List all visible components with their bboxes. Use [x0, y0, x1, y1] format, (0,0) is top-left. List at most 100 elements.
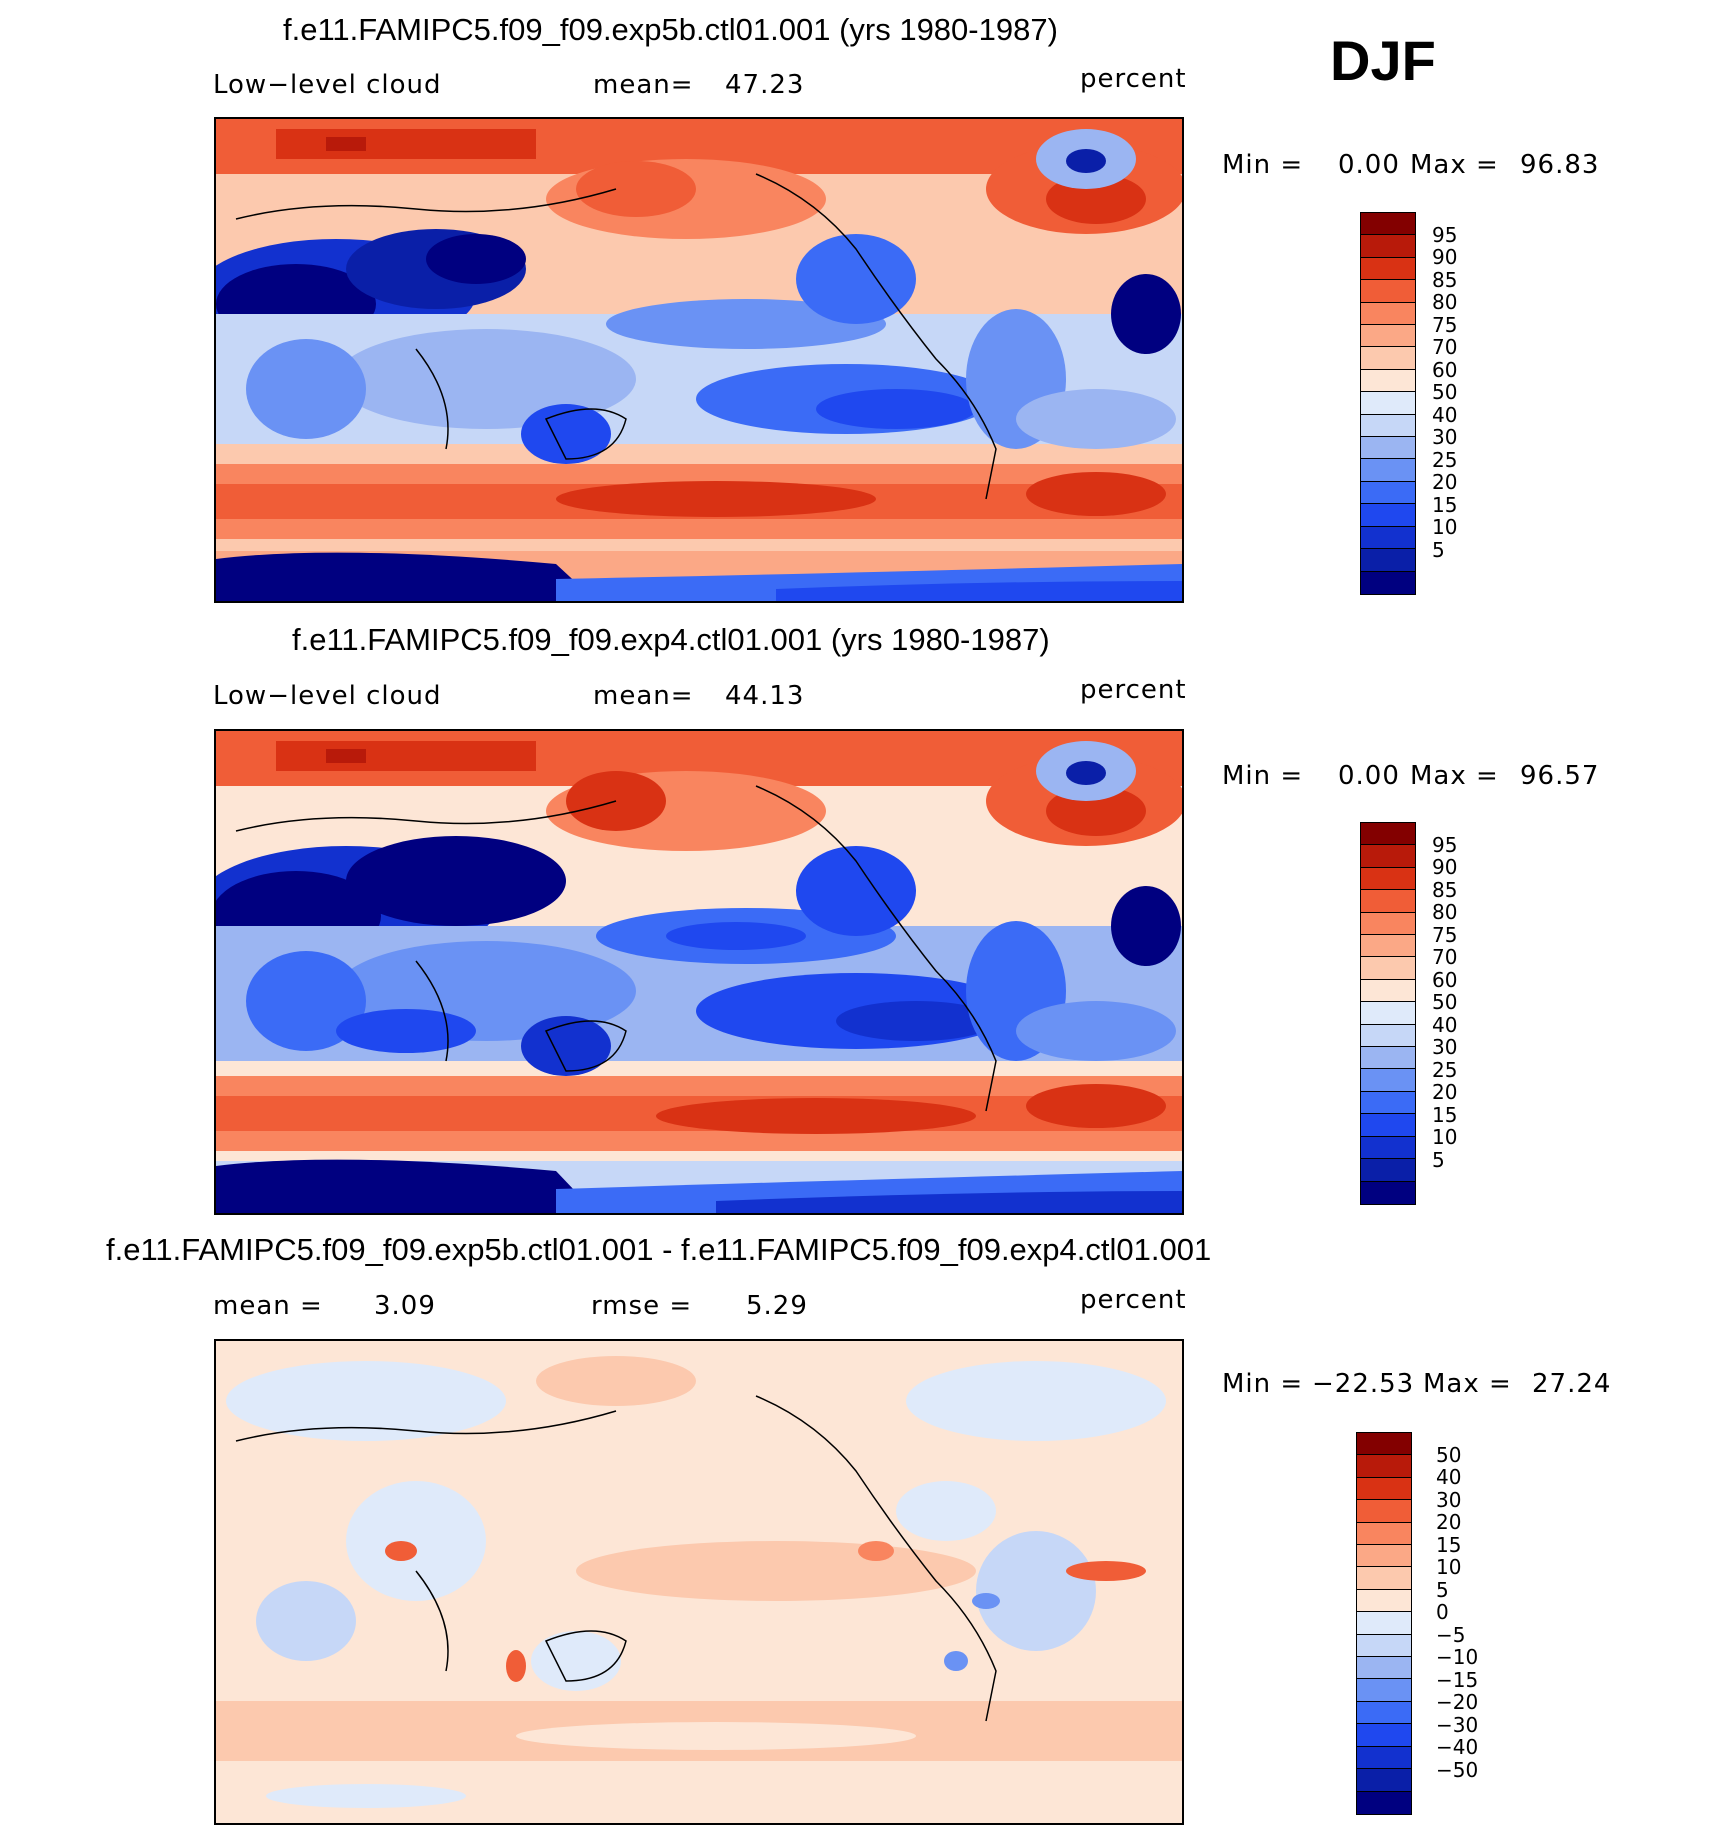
colorbar-swatch [1357, 1657, 1411, 1680]
colorbar-tick-label: 10 [1436, 1555, 1462, 1580]
colorbar-tick-label: 40 [1432, 1012, 1458, 1037]
panel-2-mean-label: mean= [593, 681, 694, 711]
colorbar-swatch [1361, 459, 1415, 482]
colorbar-swatch [1357, 1701, 1411, 1725]
colorbar-swatch [1361, 437, 1415, 460]
panel-2-title: f.e11.FAMIPC5.f09_f09.exp4.ctl01.001 (yr… [292, 622, 1050, 657]
colorbar-tick-label: −5 [1436, 1622, 1466, 1647]
panel-1-min-label: Min = [1222, 150, 1304, 180]
colorbar-tick-label: 5 [1436, 1577, 1449, 1602]
panel-1-mean-value: 47.23 [725, 70, 805, 100]
panel-2-max-label: Max = [1410, 761, 1499, 791]
colorbar-tick-label: 15 [1432, 492, 1458, 517]
panel-1-min-value: 0.00 [1338, 150, 1400, 180]
colorbar-tick-label: 75 [1432, 922, 1458, 947]
colorbar-swatch [1357, 1545, 1411, 1568]
colorbar-tick-label: 80 [1432, 290, 1458, 315]
panel-3-title: f.e11.FAMIPC5.f09_f09.exp5b.ctl01.001 - … [106, 1232, 1212, 1267]
colorbar-swatch [1361, 867, 1415, 891]
colorbar-tick-label: 40 [1432, 402, 1458, 427]
colorbar-swatch [1357, 1791, 1411, 1814]
colorbar-swatch [1361, 571, 1415, 594]
panel-1-map [214, 117, 1184, 603]
colorbar-swatch [1357, 1724, 1411, 1747]
colorbar-tick-label: 25 [1432, 447, 1458, 472]
panel-3-field [216, 1341, 1182, 1823]
colorbar-tick-label: 50 [1432, 990, 1458, 1015]
colorbar-swatch [1361, 257, 1415, 281]
colorbar-tick-label: 85 [1432, 877, 1458, 902]
colorbar-swatch [1357, 1455, 1411, 1478]
colorbar-tick-label: 70 [1432, 945, 1458, 970]
colorbar-swatch [1361, 979, 1415, 1003]
colorbar-swatch [1361, 1002, 1415, 1025]
colorbar-tick-label: 50 [1436, 1442, 1462, 1467]
colorbar-swatch [1361, 392, 1415, 415]
colorbar-swatch [1361, 1114, 1415, 1137]
colorbar-swatch [1357, 1522, 1411, 1546]
panel-2-min-label: Min = [1222, 761, 1304, 791]
colorbar-tick-label: 15 [1432, 1102, 1458, 1127]
colorbar-swatch [1361, 1069, 1415, 1092]
colorbar-tick-label: −30 [1436, 1712, 1479, 1737]
colorbar-tick-label: 20 [1436, 1510, 1462, 1535]
panel-2-units: percent [1080, 675, 1187, 705]
colorbar-tick-label: 20 [1432, 470, 1458, 495]
colorbar-tick-label: 70 [1432, 335, 1458, 360]
colorbar-tick-label: −40 [1436, 1735, 1479, 1760]
panel-3-min-label: Min = [1222, 1369, 1304, 1399]
panel-1-variable-label: Low−level cloud [213, 70, 442, 100]
colorbar-swatch [1361, 1047, 1415, 1070]
colorbar-swatch [1361, 235, 1415, 258]
colorbar-swatch [1361, 302, 1415, 326]
colorbar-swatch [1361, 912, 1415, 936]
panel-1-max-value: 96.83 [1520, 150, 1600, 180]
colorbar-tick-label: 75 [1432, 312, 1458, 337]
colorbar-swatch [1361, 823, 1415, 846]
colorbar-swatch [1361, 526, 1415, 550]
colorbar-tick-label: 60 [1432, 357, 1458, 382]
panel-1-title: f.e11.FAMIPC5.f09_f09.exp5b.ctl01.001 (y… [283, 12, 1058, 47]
colorbar-swatch [1361, 280, 1415, 303]
panel-3-mean-label: mean = [213, 1291, 323, 1321]
colorbar-tick-label: 5 [1432, 1147, 1445, 1172]
colorbar-tick-label: 50 [1432, 380, 1458, 405]
colorbar-swatch [1361, 1091, 1415, 1115]
colorbar-swatch [1357, 1589, 1411, 1613]
colorbar-tick-label: 10 [1432, 1125, 1458, 1150]
colorbar-tick-label: −50 [1436, 1757, 1479, 1782]
colorbar-swatch [1357, 1769, 1411, 1792]
panel-2-min-value: 0.00 [1338, 761, 1400, 791]
colorbar-swatch [1357, 1500, 1411, 1523]
colorbar-swatch [1361, 325, 1415, 348]
panel-2-colorbar [1360, 822, 1416, 1205]
colorbar-tick-label: −15 [1436, 1667, 1479, 1692]
panel-3-rmse-label: rmse = [591, 1291, 693, 1321]
colorbar-swatch [1361, 1136, 1415, 1160]
colorbar-swatch [1357, 1612, 1411, 1635]
colorbar-swatch [1361, 957, 1415, 980]
colorbar-swatch [1357, 1634, 1411, 1658]
panel-3-max-value: 27.24 [1532, 1369, 1612, 1399]
colorbar-swatch [1361, 347, 1415, 370]
colorbar-tick-label: 20 [1432, 1080, 1458, 1105]
colorbar-tick-label: 95 [1432, 222, 1458, 247]
colorbar-tick-label: 10 [1432, 515, 1458, 540]
panel-1-colorbar [1360, 212, 1416, 595]
colorbar-swatch [1361, 414, 1415, 438]
colorbar-swatch [1361, 1159, 1415, 1182]
colorbar-tick-label: 60 [1432, 967, 1458, 992]
colorbar-tick-label: 40 [1436, 1465, 1462, 1490]
colorbar-swatch [1357, 1746, 1411, 1770]
panel-3-min-value: −22.53 [1312, 1369, 1415, 1399]
panel-3-map [214, 1339, 1184, 1825]
panel-1-max-label: Max = [1410, 150, 1499, 180]
colorbar-tick-label: 30 [1432, 1035, 1458, 1060]
colorbar-tick-label: 90 [1432, 855, 1458, 880]
colorbar-swatch [1361, 845, 1415, 868]
panel-1-field [216, 119, 1182, 601]
colorbar-swatch [1361, 213, 1415, 236]
panel-1-units: percent [1080, 64, 1187, 94]
colorbar-swatch [1361, 504, 1415, 527]
colorbar-tick-label: 30 [1432, 425, 1458, 450]
